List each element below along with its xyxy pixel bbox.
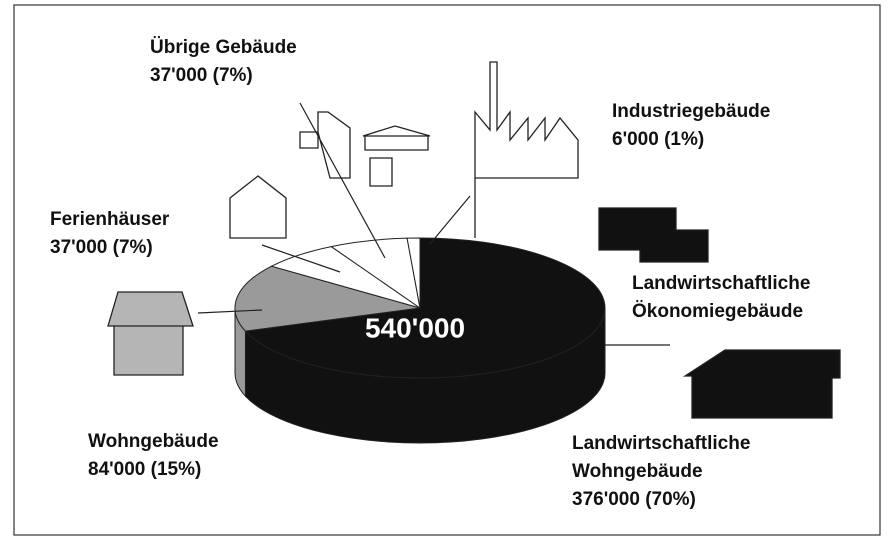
- category-label: Übrige Gebäude: [150, 34, 297, 62]
- category-label: Landwirtschaftliche Wohngebäude: [572, 430, 787, 486]
- page: 540'000 Übrige Gebäude37'000 (7%) Indust…: [0, 0, 890, 542]
- value-label: 37'000 (7%): [150, 62, 297, 90]
- annotation: Landwirtschaftliche Ökonomiegebäude: [632, 270, 847, 326]
- category-label: Industriegebäude: [612, 98, 770, 126]
- category-label: Wohngebäude: [88, 428, 219, 456]
- value-label: 84'000 (15%): [88, 456, 219, 484]
- category-label: Ferienhäuser: [50, 206, 169, 234]
- value-label: 376'000 (70%): [572, 486, 787, 514]
- value-label: 6'000 (1%): [612, 126, 770, 154]
- center-label: 540'000: [365, 312, 465, 343]
- value-label: 37'000 (7%): [50, 234, 169, 262]
